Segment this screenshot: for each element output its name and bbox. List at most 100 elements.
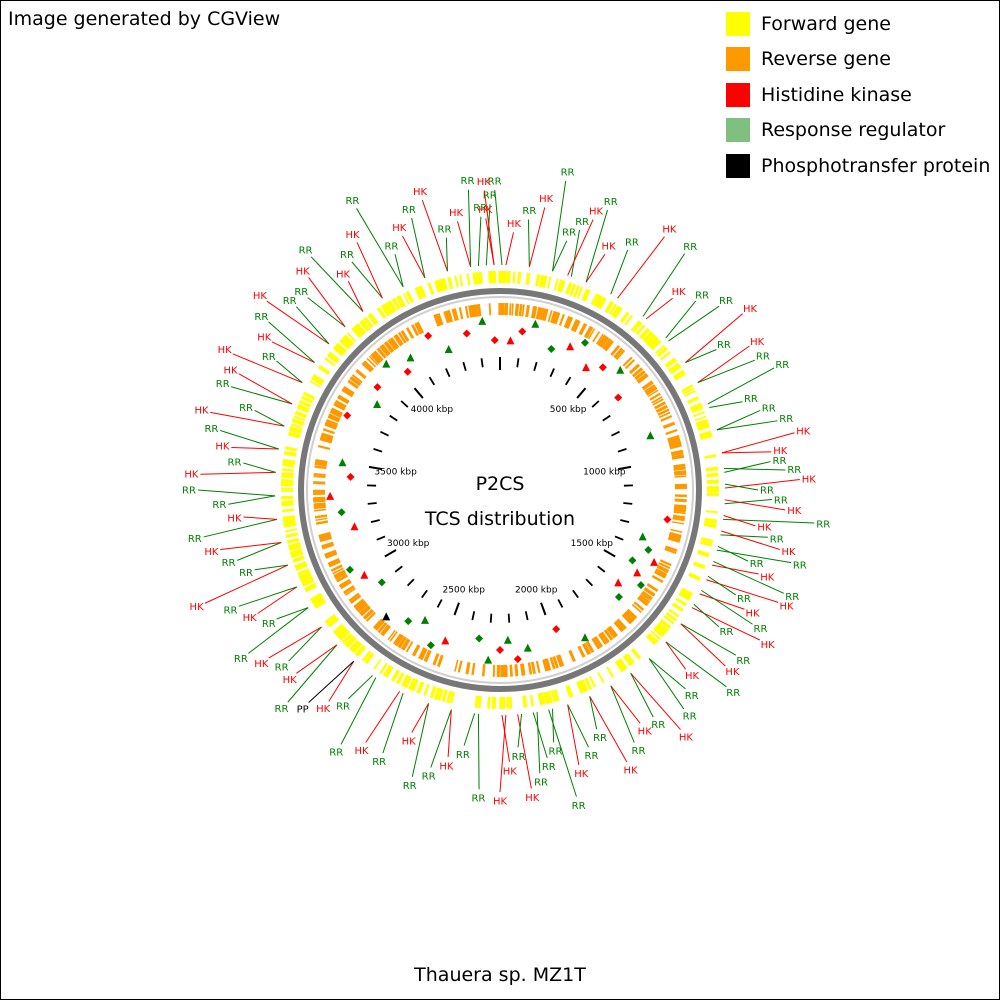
tcs-callout-line [276, 607, 309, 620]
forward-gene [538, 274, 545, 288]
tcs-marker-rr [646, 431, 655, 440]
reverse-gene [587, 328, 596, 340]
tcs-label-hk: HK [254, 659, 269, 670]
forward-gene [611, 305, 621, 318]
tcs-callout-line [527, 219, 530, 267]
reverse-gene [347, 379, 359, 389]
scale-tick [471, 611, 476, 621]
tcs-callout-line [268, 321, 315, 363]
tcs-label-hk: HK [439, 761, 454, 772]
tcs-callout-line [589, 696, 628, 763]
reverse-gene [458, 307, 464, 320]
tcs-callout-line [411, 703, 430, 733]
forward-gene [690, 405, 704, 414]
forward-gene [351, 327, 362, 338]
forward-gene [350, 641, 361, 653]
tcs-label-rr: RR [262, 352, 276, 363]
tcs-callout-line [699, 593, 745, 610]
tcs-label-rr: RR [402, 205, 416, 216]
reverse-gene [390, 337, 400, 349]
scale-tick [384, 549, 397, 558]
tcs-label-rr: RR [222, 558, 236, 569]
tcs-callout-line [477, 216, 482, 267]
reverse-gene [625, 359, 635, 369]
tcs-marker-hk [633, 568, 642, 577]
forward-gene [546, 690, 553, 704]
forward-gene [613, 306, 623, 319]
tcs-callout-line [665, 300, 697, 339]
reverse-gene [600, 336, 610, 348]
tcs-marker-hk [582, 363, 591, 372]
forward-gene [292, 555, 305, 562]
scale-tick [507, 613, 511, 623]
reverse-gene [419, 648, 428, 661]
reverse-gene [343, 385, 355, 395]
forward-gene [392, 297, 401, 310]
reverse-gene [658, 562, 671, 570]
forward-gene [349, 639, 360, 651]
reverse-gene [464, 305, 470, 319]
scale-tick [368, 465, 382, 471]
tcs-callout-line [268, 626, 322, 659]
forward-gene [668, 362, 681, 373]
forward-gene [341, 633, 353, 644]
reverse-gene [400, 330, 410, 342]
reverse-gene [468, 305, 473, 318]
reverse-gene [416, 321, 425, 334]
forward-gene [326, 353, 339, 364]
reverse-gene [649, 392, 661, 401]
reverse-gene [668, 441, 682, 448]
tcs-callout-line [717, 545, 749, 562]
reverse-gene [509, 664, 513, 677]
forward-gene [546, 276, 552, 289]
reverse-gene [595, 333, 604, 345]
forward-gene [684, 389, 696, 398]
legend: Forward gene Reverse gene Histidine kina… [726, 6, 990, 184]
reverse-gene [343, 585, 355, 595]
forward-gene [559, 280, 566, 293]
tcs-label-hk: HK [493, 797, 508, 808]
tcs-callout-line [499, 714, 507, 793]
legend-swatch-phosphotransfer-protein [726, 153, 750, 178]
forward-gene [281, 502, 294, 507]
tcs-label-rr: RR [384, 242, 398, 253]
forward-gene [282, 460, 295, 466]
reverse-gene [400, 638, 410, 651]
tcs-callout-line [709, 401, 743, 409]
reverse-gene [315, 459, 328, 463]
forward-gene [606, 302, 614, 314]
forward-gene [693, 411, 705, 418]
forward-gene [283, 452, 297, 457]
tcs-label-hk: HK [796, 427, 811, 438]
reverse-gene [606, 627, 616, 639]
forward-gene [402, 292, 410, 305]
forward-gene [309, 380, 321, 388]
reverse-gene [674, 504, 687, 508]
reverse-gene [655, 568, 668, 576]
tcs-label-rr: RR [234, 654, 248, 665]
forward-gene [443, 278, 448, 291]
reverse-gene [370, 354, 380, 365]
tcs-label-hk: HK [296, 266, 311, 277]
tcs-callout-line [585, 254, 606, 283]
reverse-gene [363, 609, 375, 620]
reverse-gene [657, 564, 670, 573]
forward-gene [694, 415, 707, 422]
reverse-gene [547, 310, 553, 323]
tcs-marker-hk [496, 646, 504, 654]
reverse-gene [315, 520, 329, 525]
forward-gene [657, 622, 669, 633]
scale-tick [602, 414, 611, 422]
reverse-gene [673, 467, 686, 471]
reverse-gene [552, 656, 559, 669]
reverse-gene [659, 559, 672, 567]
tcs-label-rr: RR [422, 772, 436, 783]
forward-gene [699, 541, 713, 547]
reverse-gene [578, 322, 587, 335]
forward-gene [356, 323, 367, 334]
tcs-callout-line [505, 232, 514, 266]
forward-gene [592, 294, 602, 307]
scale-tick [516, 358, 520, 368]
tcs-marker-rr [421, 615, 429, 624]
forward-gene [675, 597, 688, 607]
